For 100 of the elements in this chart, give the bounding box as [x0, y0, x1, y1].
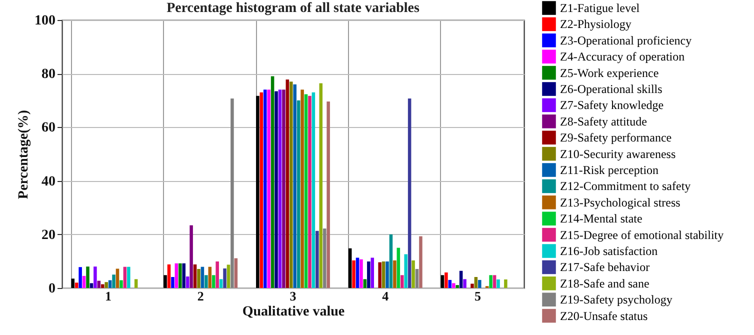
bar [444, 272, 448, 288]
legend-label: Z12-Commitment to safety [560, 179, 691, 194]
bar [193, 264, 197, 288]
y-tick-label: 80 [42, 67, 56, 82]
bar [356, 258, 360, 288]
bar [74, 282, 78, 288]
bar [352, 260, 356, 288]
legend-label: Z5-Work experience [560, 66, 659, 80]
bar [304, 94, 308, 288]
bar [278, 90, 282, 288]
bar [367, 261, 370, 288]
bar [459, 270, 463, 288]
bar [386, 261, 389, 288]
bar [348, 248, 352, 288]
bar [322, 228, 326, 288]
bar [489, 275, 492, 288]
bar [440, 275, 444, 288]
x-tick-label: 4 [382, 288, 390, 304]
bar [190, 225, 193, 288]
y-tick-label: 0 [48, 282, 56, 296]
bar [316, 230, 319, 288]
bar [120, 280, 123, 288]
legend-label: Z3-Operational proficiency [560, 33, 692, 48]
bar [112, 274, 116, 288]
bar [470, 284, 474, 288]
x-tick-label: 2 [197, 288, 204, 304]
y-axis-title: Percentage(%) [16, 110, 32, 200]
bar [282, 90, 286, 288]
bar [419, 236, 422, 288]
bar [378, 262, 382, 288]
bar [226, 264, 230, 288]
legend-label: Z4-Accuracy of operation [560, 50, 685, 64]
legend-label: Z17-Safe behavior [560, 260, 650, 274]
bar [171, 277, 174, 288]
legend-label: Z6-Operational skills [560, 82, 663, 96]
bar [408, 98, 412, 288]
bar [448, 280, 452, 288]
bar [478, 280, 482, 288]
bar [256, 96, 260, 288]
bar [104, 282, 108, 288]
bar [204, 275, 208, 288]
bar [404, 254, 408, 288]
bar [270, 76, 274, 288]
legend-label: Z20-Unsafe status [560, 308, 648, 323]
bar [127, 266, 130, 288]
bar [504, 279, 508, 288]
legend-label: Z13-Psychological stress [560, 195, 681, 210]
legend-label: Z11-Risk perception [560, 163, 659, 177]
legend-label: Z8-Safety attitude [560, 114, 647, 128]
bar [94, 266, 97, 288]
bar [197, 268, 200, 288]
y-tick-label: 100 [34, 14, 56, 28]
bar [223, 268, 226, 288]
bar [178, 263, 182, 288]
bar [286, 79, 290, 288]
legend-label: Z18-Safe and sane [560, 276, 650, 290]
bar [216, 261, 219, 288]
bar [300, 90, 304, 288]
bar [319, 83, 323, 288]
bar [100, 284, 104, 288]
bar [396, 248, 400, 288]
bar [312, 92, 316, 288]
bar [452, 283, 456, 288]
bar [400, 275, 404, 288]
bar [78, 267, 82, 288]
legend-label: Z16-Job satisfaction [560, 244, 658, 258]
bar [308, 96, 312, 288]
legend-label: Z7-Safety knowledge [560, 98, 664, 112]
bar [174, 263, 178, 288]
x-tick-label: 1 [104, 288, 112, 304]
bar [474, 277, 478, 288]
bar [415, 268, 419, 288]
bar [200, 266, 204, 288]
legend-label: Z15-Degree of emotional stability [560, 228, 724, 242]
y-tick-label: 20 [42, 228, 56, 243]
bar [219, 279, 223, 288]
x-tick-label: 3 [290, 288, 297, 304]
bar [393, 260, 396, 288]
bar [296, 100, 300, 288]
bar [212, 275, 216, 288]
bar [182, 263, 186, 288]
bar [326, 101, 330, 288]
x-axis-title: Qualitative value [242, 304, 345, 320]
bar [274, 91, 278, 288]
bar [108, 280, 112, 288]
bar [456, 285, 459, 288]
bar [370, 258, 374, 288]
bar [134, 279, 138, 288]
legend-label: Z2-Physiology [560, 17, 632, 32]
bar [363, 279, 367, 288]
bar [164, 275, 167, 288]
x-tick-label: 5 [474, 288, 482, 304]
bar [263, 90, 267, 288]
bar [116, 268, 120, 288]
bar [123, 266, 127, 288]
bar [234, 258, 238, 288]
bar [389, 234, 393, 288]
bar [86, 266, 90, 288]
bar [496, 279, 500, 288]
bar [90, 283, 94, 288]
